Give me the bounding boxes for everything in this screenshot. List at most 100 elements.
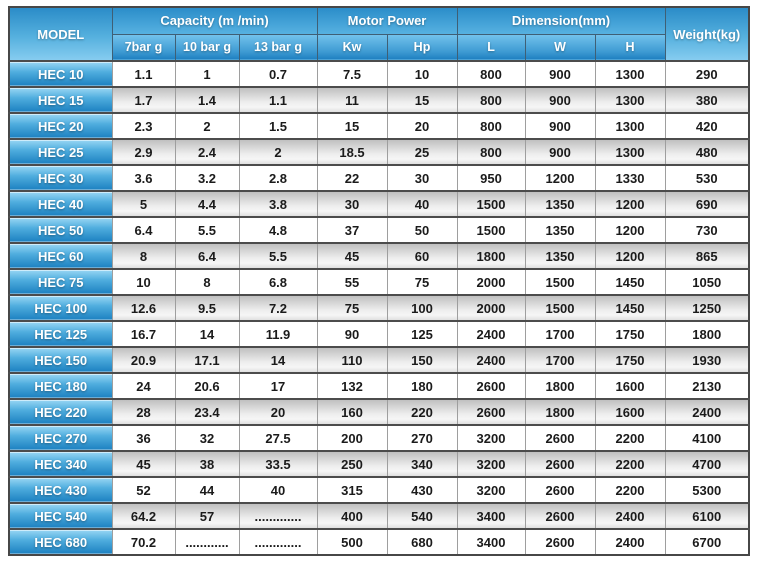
value-cell: 4700	[664, 450, 750, 477]
value-cell: 290	[664, 60, 750, 87]
header-sub-row: 7bar g 10 bar g 13 bar g Kw Hp L W H	[9, 33, 749, 62]
value-cell: 40	[238, 476, 317, 503]
value-cell: 6700	[664, 528, 750, 555]
model-cell: HEC 540	[9, 502, 112, 529]
value-cell: 2200	[594, 450, 666, 477]
value-cell: 20.6	[174, 372, 239, 399]
value-cell: 1.1	[238, 86, 317, 113]
header-group-row: MODEL Capacity (m /min) Motor Power Dime…	[8, 6, 750, 62]
value-cell: 730	[664, 216, 750, 243]
value-cell: 540	[386, 502, 458, 529]
table-row: HEC 15 1.7 1.4 1.1 11 15 800 900 1300 380	[9, 86, 750, 113]
value-cell: 14	[174, 320, 239, 347]
value-cell: 2600	[456, 398, 526, 425]
value-cell: 1300	[594, 60, 666, 87]
value-cell: 1300	[594, 86, 666, 113]
value-cell: 75	[316, 294, 387, 321]
table-row: HEC 75 10 8 6.8 55 75 2000 1500 1450 1050	[9, 268, 750, 295]
value-cell: 1200	[594, 216, 666, 243]
value-cell: 0.7	[238, 60, 317, 87]
value-cell: 5	[111, 190, 175, 217]
value-cell: 1350	[524, 190, 596, 217]
value-cell: 57	[174, 502, 239, 529]
value-cell: 45	[111, 450, 175, 477]
value-cell: 800	[456, 112, 526, 139]
value-cell: 315	[316, 476, 387, 503]
col-header-model: MODEL	[8, 6, 113, 62]
value-cell: 45	[316, 242, 387, 269]
value-cell: 800	[456, 60, 526, 87]
table-body: HEC 10 1.1 1 0.7 7.5 10 800 900 1300 290 HEC 15 1.7…	[9, 60, 750, 555]
value-cell: 1200	[594, 190, 666, 217]
value-cell: 20	[238, 398, 317, 425]
value-cell: 1700	[524, 346, 596, 373]
value-cell: 9.5	[174, 294, 239, 321]
col-group-motor-power: Motor Power	[316, 6, 458, 35]
value-cell: 500	[316, 528, 387, 555]
value-cell: 2600	[456, 372, 526, 399]
value-cell: 2.9	[111, 138, 175, 165]
value-cell: 10	[386, 60, 458, 87]
value-cell: 23.4	[174, 398, 239, 425]
value-cell: 1450	[594, 294, 666, 321]
value-cell: 1930	[664, 346, 750, 373]
value-cell: 2600	[524, 528, 596, 555]
value-cell: 12.6	[111, 294, 175, 321]
model-cell: HEC 15	[9, 86, 112, 113]
value-cell: 800	[456, 86, 526, 113]
value-cell: 1	[174, 60, 239, 87]
value-cell: 11	[316, 86, 387, 113]
value-cell: 20.9	[111, 346, 175, 373]
value-cell: 32	[174, 424, 239, 451]
value-cell: 4.8	[238, 216, 317, 243]
model-cell: HEC 10	[9, 60, 112, 87]
value-cell: 1800	[664, 320, 750, 347]
table-row: HEC 25 2.9 2.4 2 18.5 25 800 900 1300 480	[9, 138, 750, 165]
value-cell: 2	[174, 112, 239, 139]
value-cell: 690	[664, 190, 750, 217]
table-row: HEC 20 2.3 2 1.5 15 20 800 900 1300 420	[9, 112, 750, 139]
value-cell: 1.4	[174, 86, 239, 113]
value-cell: 1.1	[111, 60, 175, 87]
value-cell: 15	[316, 112, 387, 139]
value-cell: 2600	[524, 502, 596, 529]
value-cell: 1330	[594, 164, 666, 191]
value-cell: 27.5	[238, 424, 317, 451]
value-cell: 1500	[524, 294, 596, 321]
value-cell: 400	[316, 502, 387, 529]
compressor-spec-table: MODEL Capacity (m /min) Motor Power Dime…	[8, 6, 751, 556]
value-cell: 1200	[524, 164, 596, 191]
table-row: HEC 150 20.9 17.1 14 110 150 2400 1700 1750 1930	[9, 346, 750, 373]
table-row: HEC 430 52 44 40 315 430 3200 2600 2200 5300	[9, 476, 750, 503]
table-row: HEC 40 5 4.4 3.8 30 40 1500 1350 1200 690	[9, 190, 750, 217]
value-cell: 430	[386, 476, 458, 503]
value-cell: 2200	[594, 476, 666, 503]
value-cell: 3200	[456, 424, 526, 451]
value-cell: 1250	[664, 294, 750, 321]
value-cell: 270	[386, 424, 458, 451]
col-group-capacity: Capacity (m /min)	[111, 6, 318, 35]
model-cell: HEC 180	[9, 372, 112, 399]
value-cell: 1600	[594, 372, 666, 399]
value-cell: 60	[386, 242, 458, 269]
value-cell: 2.4	[174, 138, 239, 165]
value-cell: 340	[386, 450, 458, 477]
value-cell: 220	[386, 398, 458, 425]
value-cell: 2600	[524, 450, 596, 477]
value-cell: 7.2	[238, 294, 317, 321]
value-cell: 15	[386, 86, 458, 113]
value-cell: 250	[316, 450, 387, 477]
value-cell: 75	[386, 268, 458, 295]
value-cell: 1500	[456, 190, 526, 217]
value-cell: 865	[664, 242, 750, 269]
value-cell: 2000	[456, 268, 526, 295]
table-row: HEC 220 28 23.4 20 160 220 2600 1800 1600 2400	[9, 398, 750, 425]
value-cell: 1600	[594, 398, 666, 425]
value-cell: 1300	[594, 112, 666, 139]
value-cell: 1750	[594, 346, 666, 373]
model-cell: HEC 340	[9, 450, 112, 477]
value-cell: 2600	[524, 476, 596, 503]
value-cell: 1800	[524, 398, 596, 425]
value-cell: 1800	[524, 372, 596, 399]
value-cell: 6.4	[111, 216, 175, 243]
